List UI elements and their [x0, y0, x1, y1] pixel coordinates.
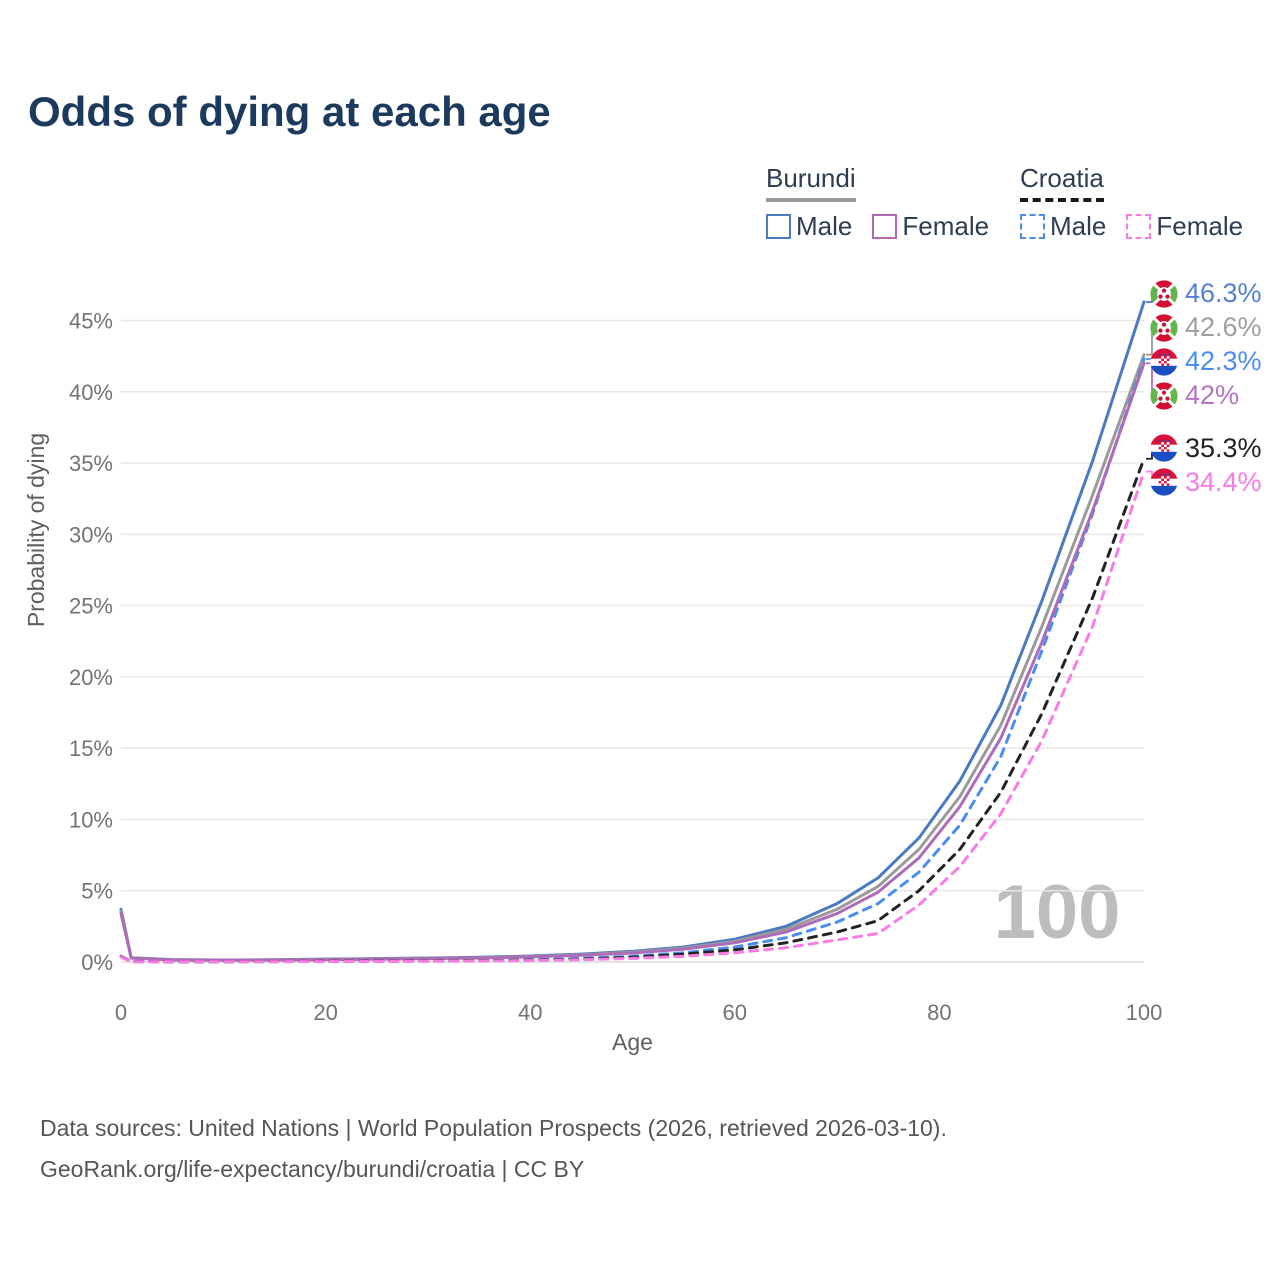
- y-tick-label: 10%: [69, 807, 113, 832]
- flag-icon-burundi: [1150, 280, 1178, 308]
- x-tick-label: 100: [1126, 1000, 1163, 1025]
- legend-swatch-croatia-female-icon[interactable]: [1126, 214, 1152, 239]
- y-tick-label: 20%: [69, 665, 113, 690]
- end-label-value: 42%: [1185, 380, 1240, 411]
- legend-swatch-burundi-female-icon[interactable]: [872, 214, 898, 239]
- age-indicator-watermark: 100: [994, 870, 1121, 955]
- legend-group-croatia: Croatia Male Female: [1020, 163, 1263, 242]
- legend-group-burundi: Burundi Male Female: [766, 163, 1009, 242]
- end-label-value: 42.3%: [1185, 346, 1262, 377]
- legend-item-burundi-male[interactable]: Male: [766, 211, 852, 242]
- y-tick-label: 35%: [69, 451, 113, 476]
- series-end-label-croatia-male: 42.3%: [1150, 346, 1262, 377]
- series-line-croatia-male[interactable]: [119, 357, 1146, 964]
- flag-icon-croatia: [1150, 434, 1178, 462]
- legend-country-croatia[interactable]: Croatia: [1020, 163, 1104, 202]
- y-tick-label: 5%: [81, 879, 113, 904]
- series-line-croatia-female[interactable]: [119, 470, 1146, 964]
- x-tick-label: 20: [313, 1000, 337, 1025]
- x-tick-label: 60: [723, 1000, 747, 1025]
- series-line-burundi-both[interactable]: [119, 353, 1146, 962]
- end-label-value: 42.6%: [1185, 312, 1262, 343]
- series-end-label-burundi-both: 42.6%: [1150, 312, 1262, 343]
- x-tick-label: 40: [518, 1000, 542, 1025]
- legend-label-croatia-female: Female: [1156, 211, 1244, 241]
- series-line-burundi-male[interactable]: [119, 300, 1146, 962]
- y-tick-label: 40%: [69, 380, 113, 405]
- end-label-value: 35.3%: [1185, 432, 1262, 463]
- y-tick-label: 30%: [69, 522, 113, 547]
- page-title: Odds of dying at each age: [28, 88, 551, 135]
- series-end-label-croatia-female: 34.4%: [1150, 467, 1262, 497]
- source-note: Data sources: United Nations | World Pop…: [40, 1108, 947, 1190]
- x-axis-title: Age: [612, 1029, 653, 1055]
- legend-country-burundi[interactable]: Burundi: [766, 163, 856, 202]
- end-label-value: 46.3%: [1185, 278, 1262, 309]
- series-end-label-croatia-both: 35.3%: [1150, 433, 1262, 463]
- y-tick-label: 45%: [69, 308, 113, 333]
- y-tick-label: 0%: [81, 950, 113, 975]
- flag-icon-croatia: [1150, 348, 1178, 376]
- flag-icon-burundi: [1150, 314, 1178, 342]
- legend-label-croatia-male: Male: [1050, 211, 1107, 241]
- y-axis-title: Probability of dying: [23, 433, 49, 627]
- x-tick-label: 0: [115, 1000, 127, 1025]
- series-end-label-burundi-male: 46.3%: [1150, 278, 1262, 309]
- source-line-1: Data sources: United Nations | World Pop…: [40, 1115, 947, 1141]
- y-tick-label: 15%: [69, 736, 113, 761]
- series-end-label-burundi-female: 42%: [1150, 380, 1240, 411]
- legend-label-burundi-male: Male: [796, 211, 853, 241]
- legend-item-burundi-female[interactable]: Female: [872, 211, 989, 242]
- legend-swatch-croatia-male-icon[interactable]: [1020, 214, 1045, 239]
- end-label-value: 34.4%: [1185, 466, 1262, 497]
- y-tick-label: 25%: [69, 594, 113, 619]
- legend-label-burundi-female: Female: [902, 211, 990, 241]
- legend-swatch-burundi-male-icon[interactable]: [766, 214, 791, 239]
- flag-icon-croatia: [1150, 468, 1178, 496]
- series-line-burundi-female[interactable]: [119, 361, 1146, 962]
- legend-item-croatia-male[interactable]: Male: [1020, 211, 1106, 242]
- flag-icon-burundi: [1150, 382, 1178, 410]
- source-line-2: GeoRank.org/life-expectancy/burundi/croa…: [40, 1156, 585, 1182]
- legend-item-croatia-female[interactable]: Female: [1126, 211, 1243, 242]
- x-tick-label: 80: [927, 1000, 951, 1025]
